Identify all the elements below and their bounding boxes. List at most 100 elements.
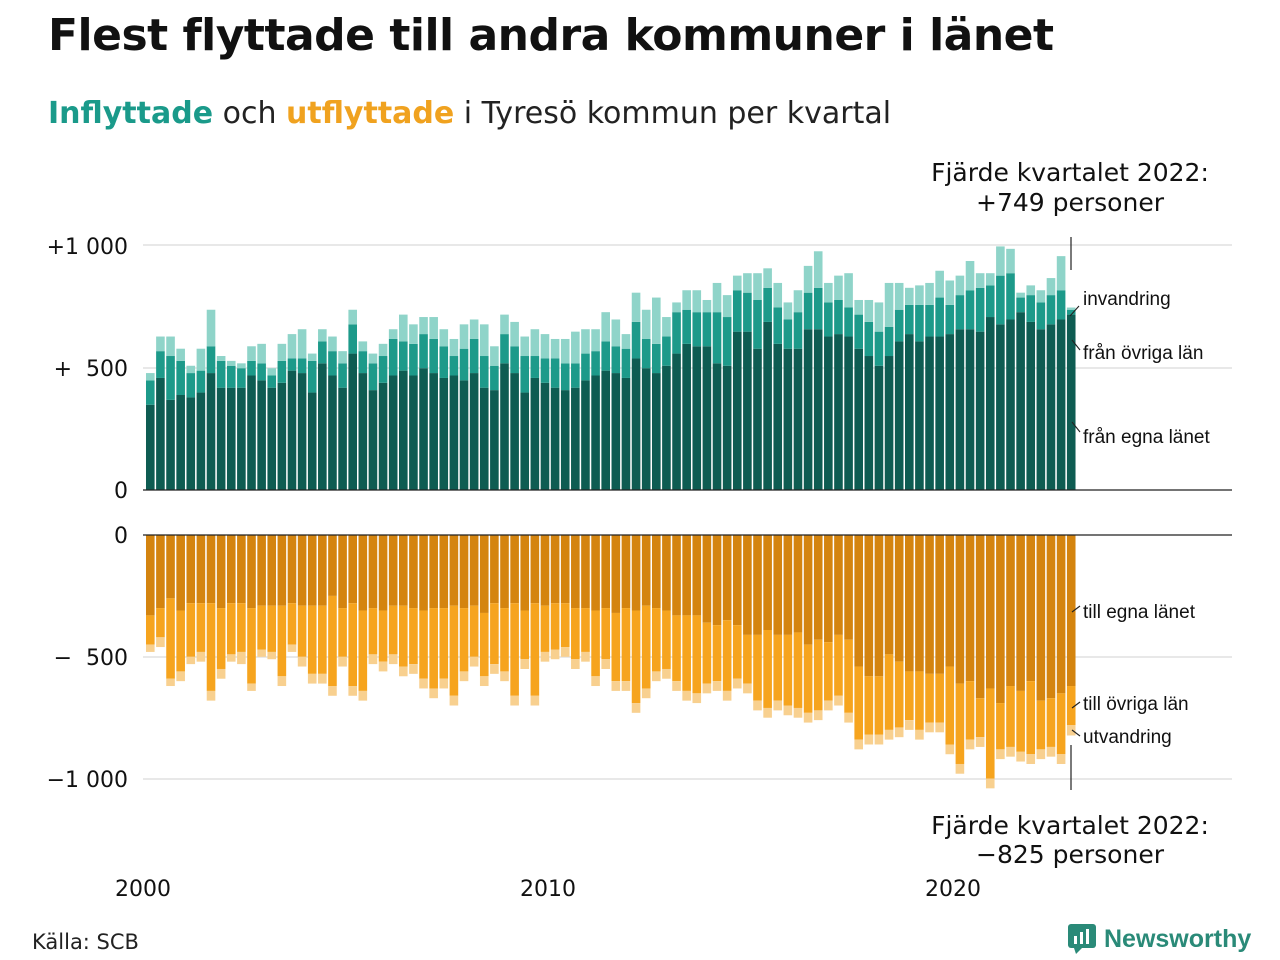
bar-till-egna-lanet-17 [318, 535, 327, 606]
bar-invandring-5 [196, 348, 206, 371]
bar-utvandring-75 [905, 720, 914, 730]
bar-till-egna-lanet-60 [753, 535, 762, 635]
bar-utvandring-80 [955, 763, 965, 774]
bar-till-ovriga-lan-14 [287, 603, 297, 645]
series-label-fran-egna-lanet: från egna länet [1083, 427, 1210, 448]
bar-till-ovriga-lan-50 [652, 608, 661, 672]
bar-utvandring-39 [540, 651, 550, 662]
bar-fran-egna-lanet-31 [459, 380, 469, 490]
brand-name: Newsworthy [1104, 924, 1252, 953]
bar-fran-ovriga-lan-6 [206, 346, 216, 374]
bar-utvandring-26 [409, 664, 418, 674]
bar-utvandring-49 [641, 688, 651, 699]
bar-utvandring-38 [530, 695, 540, 706]
bar-fran-egna-lanet-79 [945, 334, 955, 490]
bar-fran-egna-lanet-8 [226, 387, 236, 490]
bar-invandring-56 [712, 282, 722, 313]
bar-till-ovriga-lan-12 [267, 605, 277, 652]
bar-till-ovriga-lan-10 [247, 608, 256, 684]
bar-fran-ovriga-lan-30 [449, 356, 459, 376]
bar-invandring-68 [834, 275, 843, 300]
bar-fran-ovriga-lan-74 [894, 309, 904, 342]
bar-invandring-47 [621, 334, 631, 349]
newsworthy-chart-icon [1068, 924, 1096, 954]
bar-till-egna-lanet-8 [226, 535, 236, 604]
bar-till-ovriga-lan-24 [388, 605, 398, 655]
bar-invandring-89 [1046, 278, 1056, 296]
bar-utvandring-79 [945, 744, 955, 755]
bar-invandring-1 [156, 336, 165, 352]
bar-utvandring-17 [318, 673, 327, 684]
bar-fran-egna-lanet-25 [399, 370, 408, 490]
bar-till-egna-lanet-7 [216, 535, 226, 609]
bar-till-ovriga-lan-84 [996, 703, 1005, 750]
series-labels: invandring från övriga län från egna län… [1069, 289, 1210, 748]
bar-till-egna-lanet-50 [652, 535, 661, 609]
bar-invandring-25 [399, 314, 408, 342]
bar-utvandring-86 [1016, 751, 1025, 762]
bar-fran-egna-lanet-71 [864, 356, 874, 490]
bar-fran-ovriga-lan-70 [854, 314, 863, 349]
bar-fran-egna-lanet-6 [206, 373, 216, 490]
bar-fran-egna-lanet-40 [550, 387, 560, 490]
bar-fran-ovriga-lan-34 [490, 365, 499, 391]
bar-invandring-45 [601, 312, 610, 342]
bar-fran-egna-lanet-2 [166, 399, 175, 490]
bar-invandring-39 [540, 334, 550, 359]
bar-invandring-70 [854, 299, 863, 315]
bar-till-ovriga-lan-37 [520, 610, 530, 660]
bar-utvandring-72 [874, 734, 884, 745]
bar-till-egna-lanet-88 [1036, 535, 1046, 701]
bar-utvandring-14 [287, 644, 297, 652]
bar-till-egna-lanet-74 [894, 535, 904, 662]
bar-fran-egna-lanet-47 [621, 377, 631, 490]
bar-invandring-73 [884, 282, 894, 327]
bar-invandring-27 [419, 317, 428, 335]
bar-till-egna-lanet-47 [621, 535, 631, 609]
bar-till-egna-lanet-40 [550, 535, 560, 604]
bar-fran-ovriga-lan-39 [540, 358, 550, 383]
bar-invandring-38 [530, 329, 540, 357]
bar-till-egna-lanet-33 [479, 535, 489, 613]
bar-utvandring-66 [813, 710, 823, 721]
bar-till-ovriga-lan-23 [378, 610, 388, 662]
bar-fran-ovriga-lan-1 [156, 351, 165, 378]
bar-fran-egna-lanet-18 [328, 375, 337, 490]
bar-invandring-13 [277, 343, 287, 361]
bar-fran-egna-lanet-86 [1016, 312, 1025, 490]
inflyttade-bars [146, 246, 1076, 490]
bar-invandring-71 [864, 299, 874, 322]
bar-fran-ovriga-lan-31 [459, 348, 469, 381]
bar-utvandring-21 [358, 690, 368, 701]
bar-till-ovriga-lan-79 [945, 666, 955, 745]
bar-fran-ovriga-lan-0 [146, 380, 155, 405]
bar-utvandring-84 [996, 749, 1005, 760]
bar-utvandring-89 [1046, 746, 1056, 757]
bar-invandring-46 [611, 319, 621, 347]
bar-till-egna-lanet-52 [672, 535, 681, 616]
bar-fran-ovriga-lan-73 [884, 326, 894, 357]
bar-fran-egna-lanet-24 [388, 375, 398, 490]
bar-fran-ovriga-lan-20 [348, 324, 357, 354]
bar-fran-egna-lanet-88 [1036, 329, 1046, 490]
bar-utvandring-7 [216, 668, 226, 679]
bar-fran-ovriga-lan-40 [550, 358, 560, 388]
subtitle-inflyttade: Inflyttade [48, 96, 214, 131]
bar-fran-egna-lanet-20 [348, 353, 357, 490]
bar-utvandring-85 [1006, 746, 1015, 757]
label-leader-utvandring [1071, 729, 1081, 737]
bar-till-ovriga-lan-80 [955, 683, 965, 764]
bar-utvandring-47 [621, 681, 631, 691]
bar-utvandring-69 [844, 712, 853, 723]
bar-invandring-15 [297, 329, 307, 359]
bar-till-egna-lanet-53 [682, 535, 691, 616]
bar-fran-ovriga-lan-35 [500, 334, 509, 364]
bar-till-ovriga-lan-47 [621, 608, 631, 682]
bar-fran-ovriga-lan-37 [520, 356, 530, 393]
annotation-bottom-line1: Fjärde kvartalet 2022: [931, 811, 1209, 840]
bar-till-egna-lanet-37 [520, 535, 530, 611]
bar-utvandring-15 [297, 656, 307, 667]
bar-till-egna-lanet-48 [631, 535, 641, 611]
bar-fran-egna-lanet-27 [419, 368, 428, 490]
bar-till-ovriga-lan-8 [226, 603, 236, 655]
